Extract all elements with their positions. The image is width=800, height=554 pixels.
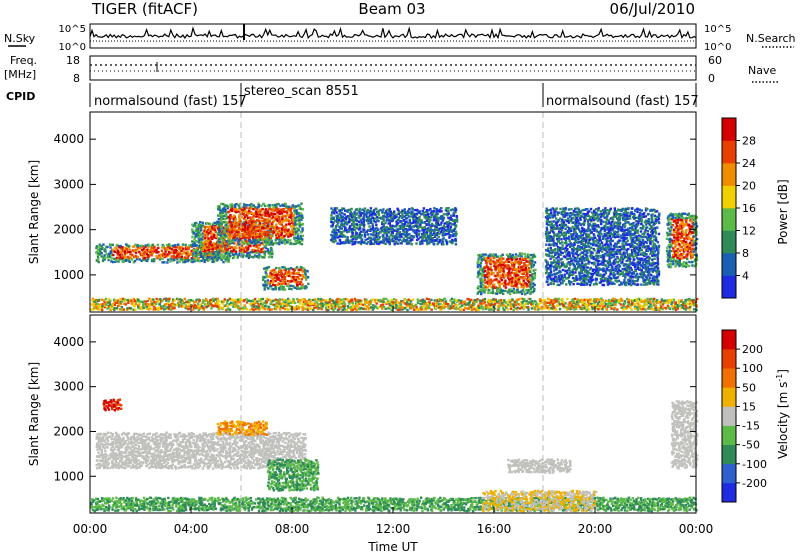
colorbar-swatch bbox=[722, 482, 736, 503]
power-y-label: Slant Range [km] bbox=[27, 160, 41, 264]
velocity-y-axis: 1000 2000 3000 4000 bbox=[53, 335, 696, 483]
x-tick-label: 20:00 bbox=[578, 522, 613, 536]
colorbar-tick-label: 12 bbox=[742, 225, 756, 238]
y-tick-label: 2000 bbox=[53, 223, 84, 237]
freq-unit: [MHz] bbox=[4, 68, 36, 81]
colorbar-swatch bbox=[722, 163, 736, 186]
station-title: TIGER (fitACF) bbox=[91, 0, 198, 18]
velocity-y-label: Slant Range [km] bbox=[27, 362, 41, 466]
colorbar-tick-label: -50 bbox=[742, 439, 760, 452]
freq-tick-top: 18 bbox=[66, 54, 80, 67]
colorbar-swatch bbox=[722, 406, 736, 426]
colorbar-swatch bbox=[722, 368, 736, 388]
y-tick-label: 4000 bbox=[53, 335, 84, 349]
cpid-segment-1: normalsound (fast) 157 bbox=[94, 94, 247, 109]
colorbar-tick-label: 24 bbox=[742, 157, 756, 170]
colorbar-swatch bbox=[722, 330, 736, 350]
nsky-tick-bottom: 10^0 bbox=[59, 42, 86, 53]
colorbar-tick-label: 20 bbox=[742, 180, 756, 193]
y-tick-label: 4000 bbox=[53, 132, 84, 146]
y-tick-label: 1000 bbox=[53, 268, 84, 282]
power-colorbar: 4 8 12 16 20 24 28 Power [dB] bbox=[721, 117, 790, 299]
y-tick-label: 2000 bbox=[53, 424, 84, 438]
freq-panel: Freq. [MHz] 18 8 Nave 60 0 bbox=[4, 54, 780, 85]
beam-title: Beam 03 bbox=[358, 0, 425, 18]
colorbar-tick-label: -200 bbox=[742, 477, 767, 490]
x-tick-label: 08:00 bbox=[275, 522, 310, 536]
colorbar-swatch bbox=[722, 185, 736, 209]
colorbar-swatch bbox=[722, 253, 736, 276]
nsearch-label: N.Search bbox=[746, 32, 796, 45]
colorbar-tick-label: 8 bbox=[742, 247, 749, 260]
nave-tick-bottom: 0 bbox=[708, 72, 715, 85]
x-tick-label: 16:00 bbox=[477, 522, 512, 536]
velocity-colorbar: -200 -100 -50 -15 15 50 100 200 Velocity [m s-1… bbox=[721, 329, 790, 503]
nsky-panel: N.Sky 10^5 10^0 N.Search 10^5 10^0 bbox=[4, 23, 796, 53]
colorbar-tick-label: 4 bbox=[742, 270, 749, 283]
velocity-panel: 1000 2000 3000 4000 00:00 04:00 08:00 12:00 16:… bbox=[27, 306, 713, 554]
freq-label: Freq. bbox=[10, 54, 37, 67]
colorbar-tick-label: -100 bbox=[742, 458, 767, 471]
colorbar-tick-label: 16 bbox=[742, 202, 756, 215]
nave-tick-top: 60 bbox=[708, 54, 722, 67]
colorbar-tick-label: 28 bbox=[742, 135, 756, 148]
velocity-scatter bbox=[90, 398, 699, 513]
nsky-tick-top: 10^5 bbox=[59, 24, 86, 35]
nsky-label: N.Sky bbox=[4, 32, 36, 45]
colorbar-swatch bbox=[722, 349, 736, 369]
y-tick-label: 1000 bbox=[53, 469, 84, 483]
x-tick-label: 12:00 bbox=[376, 522, 411, 536]
cpid-label: CPID bbox=[6, 90, 35, 103]
colorbar-tick-label: 100 bbox=[742, 362, 763, 375]
freq-tick-bottom: 8 bbox=[73, 72, 80, 85]
x-tick-label: 04:00 bbox=[174, 522, 209, 536]
colorbar-tick-label: 50 bbox=[742, 381, 756, 394]
date-title: 06/Jul/2010 bbox=[610, 0, 695, 18]
colorbar-tick-label: 15 bbox=[742, 400, 756, 413]
power-colorbar-label: Power [dB] bbox=[776, 179, 790, 244]
y-tick-label: 3000 bbox=[53, 177, 84, 191]
colorbar-swatch bbox=[722, 140, 736, 164]
x-tick-label: 00:00 bbox=[73, 522, 108, 536]
time-x-label: Time UT bbox=[367, 540, 418, 554]
colorbar-swatch bbox=[722, 387, 736, 407]
cpid-segment-2: stereo_scan 8551 bbox=[244, 84, 359, 99]
colorbar-tick-label: 200 bbox=[742, 343, 763, 356]
colorbar-swatch bbox=[722, 444, 736, 465]
x-tick-label: 00:00 bbox=[679, 522, 714, 536]
colorbar-swatch bbox=[722, 208, 736, 231]
colorbar-swatch bbox=[722, 230, 736, 254]
cpid-strip: CPID normalsound (fast) 157 stereo_scan … bbox=[6, 83, 699, 109]
nave-label: Nave bbox=[748, 64, 776, 77]
power-panel: 1000 2000 3000 4000 Slant Range [km] bbox=[27, 111, 699, 313]
nsearch-tick-top: 10^5 bbox=[704, 24, 731, 35]
colorbar-swatch bbox=[722, 425, 736, 445]
colorbar-tick-label: -15 bbox=[742, 420, 760, 433]
time-x-axis: 00:00 04:00 08:00 12:00 16:00 20:00 00:00 bbox=[73, 306, 714, 536]
cpid-segment-3: normalsound (fast) 157 bbox=[546, 94, 699, 109]
y-tick-label: 3000 bbox=[53, 380, 84, 394]
velocity-colorbar-label: Velocity [m s-1] bbox=[775, 369, 790, 459]
nsky-trace bbox=[89, 24, 697, 42]
colorbar-swatch bbox=[722, 275, 736, 299]
power-scatter bbox=[90, 202, 699, 312]
power-y-axis: 1000 2000 3000 4000 bbox=[53, 132, 696, 282]
colorbar-swatch bbox=[722, 463, 736, 484]
colorbar-swatch bbox=[722, 118, 736, 141]
nsearch-tick-bottom: 10^0 bbox=[704, 42, 731, 53]
